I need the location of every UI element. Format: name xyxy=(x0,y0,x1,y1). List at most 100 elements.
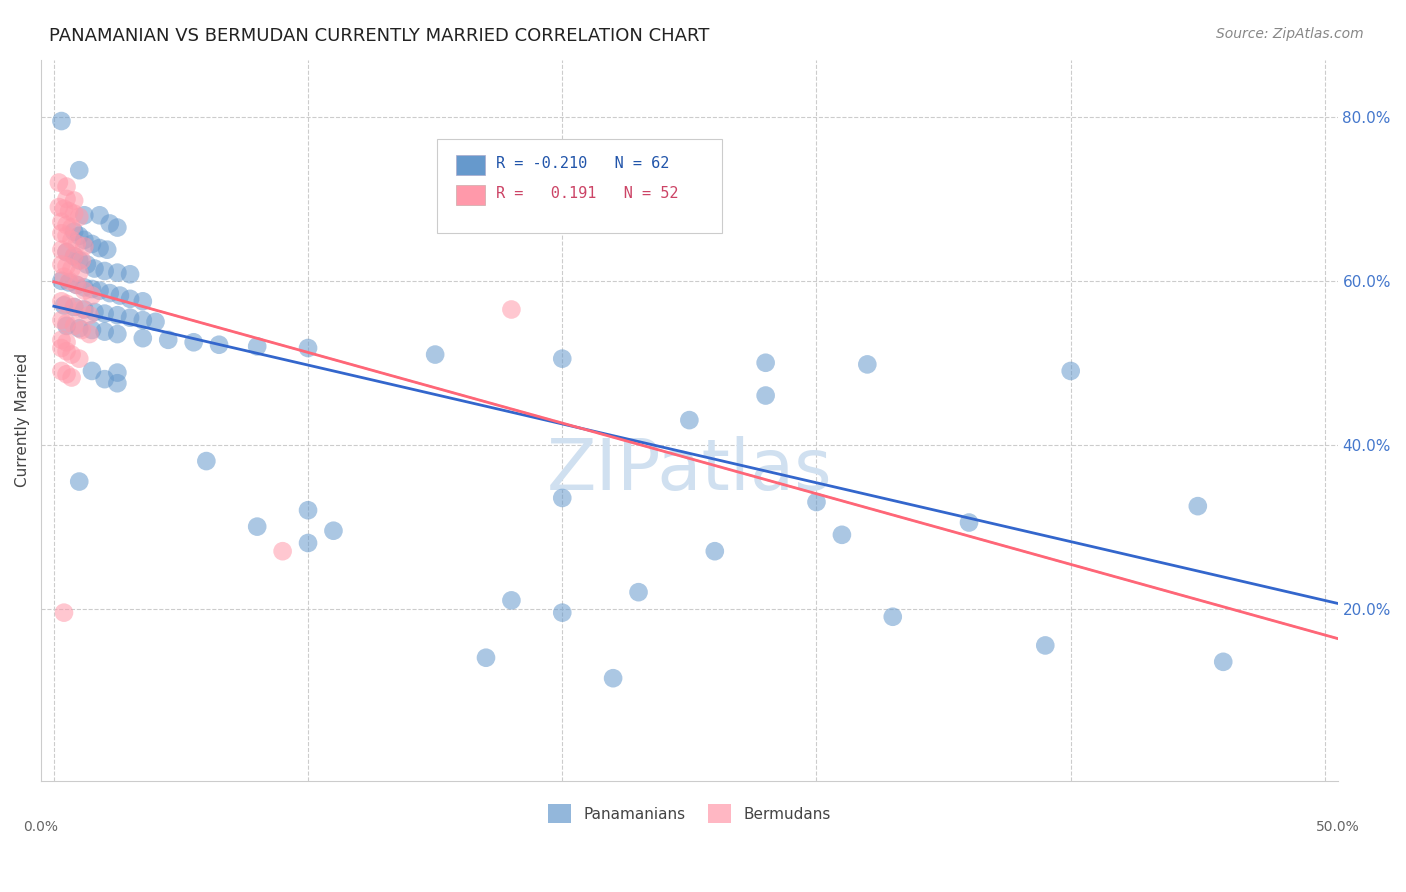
Point xyxy=(63,249,86,263)
Point xyxy=(67,163,90,178)
Point xyxy=(120,267,142,281)
Point xyxy=(806,495,828,509)
Text: 50.0%: 50.0% xyxy=(1316,821,1360,834)
Point xyxy=(51,215,73,229)
Point xyxy=(73,284,96,298)
Point xyxy=(132,294,155,309)
Point xyxy=(55,297,77,311)
Point xyxy=(1187,499,1209,513)
Point xyxy=(271,544,294,558)
Point xyxy=(183,335,205,350)
Point xyxy=(89,241,111,255)
Text: R = -0.210   N = 62: R = -0.210 N = 62 xyxy=(496,156,669,171)
Text: Source: ZipAtlas.com: Source: ZipAtlas.com xyxy=(1216,27,1364,41)
Point xyxy=(105,327,128,342)
Point xyxy=(105,366,128,380)
FancyBboxPatch shape xyxy=(456,185,485,205)
Point xyxy=(1212,655,1234,669)
Point xyxy=(70,323,93,337)
Point xyxy=(51,227,73,241)
Point xyxy=(105,220,128,235)
Point xyxy=(602,671,624,685)
Point xyxy=(755,388,778,402)
Point xyxy=(551,351,574,366)
Point xyxy=(73,239,96,253)
Point xyxy=(80,236,103,251)
Point xyxy=(55,245,77,260)
Point xyxy=(55,192,77,206)
Point xyxy=(67,351,90,366)
Point xyxy=(60,220,83,235)
Point xyxy=(67,266,90,280)
Point xyxy=(246,519,269,533)
Point xyxy=(67,210,90,224)
Point xyxy=(55,228,77,243)
Point xyxy=(58,274,80,288)
Point xyxy=(475,650,498,665)
Point xyxy=(208,337,231,351)
Text: ZIPatlas: ZIPatlas xyxy=(547,436,832,505)
Point xyxy=(48,176,70,190)
Point xyxy=(501,302,523,317)
Point xyxy=(80,364,103,378)
Point xyxy=(60,370,83,384)
Point xyxy=(551,491,574,505)
Point xyxy=(51,333,73,347)
Point xyxy=(55,335,77,350)
Point xyxy=(51,294,73,309)
Point xyxy=(120,310,142,325)
Point xyxy=(246,339,269,353)
Point xyxy=(73,233,96,247)
Point xyxy=(60,261,83,276)
Point xyxy=(1060,364,1083,378)
Point xyxy=(132,331,155,345)
Point xyxy=(882,609,904,624)
Point xyxy=(51,313,73,327)
Point xyxy=(51,364,73,378)
Point xyxy=(73,208,96,222)
Point xyxy=(51,114,73,128)
Point xyxy=(63,194,86,208)
Point xyxy=(55,368,77,382)
Point xyxy=(80,288,103,302)
Point xyxy=(67,253,90,268)
FancyBboxPatch shape xyxy=(456,155,485,175)
Point xyxy=(55,259,77,273)
Point xyxy=(79,327,101,342)
Point xyxy=(157,333,180,347)
Point xyxy=(53,606,76,620)
Point xyxy=(55,245,77,260)
Point xyxy=(423,347,446,361)
Point xyxy=(53,202,76,216)
Point xyxy=(63,249,86,263)
Point xyxy=(89,208,111,222)
Point xyxy=(63,300,86,314)
Point xyxy=(73,302,96,317)
Point xyxy=(755,356,778,370)
Point xyxy=(831,528,853,542)
Point xyxy=(55,317,77,331)
Point xyxy=(73,280,96,294)
Point xyxy=(83,261,105,276)
Point xyxy=(63,207,86,221)
Point xyxy=(53,298,76,312)
Text: PANAMANIAN VS BERMUDAN CURRENTLY MARRIED CORRELATION CHART: PANAMANIAN VS BERMUDAN CURRENTLY MARRIED… xyxy=(49,27,710,45)
Point xyxy=(66,236,89,251)
Point xyxy=(76,257,98,271)
Point xyxy=(93,372,115,386)
Point xyxy=(96,243,118,257)
Point xyxy=(627,585,650,599)
Point xyxy=(501,593,523,607)
Point xyxy=(66,277,89,292)
Point xyxy=(58,204,80,219)
Point xyxy=(703,544,725,558)
Point xyxy=(67,321,90,335)
Point xyxy=(67,475,90,489)
Point xyxy=(297,536,319,550)
Point xyxy=(132,313,155,327)
Point xyxy=(105,266,128,280)
Point xyxy=(105,376,128,391)
Point xyxy=(89,284,111,298)
Point xyxy=(856,358,879,372)
Point xyxy=(60,233,83,247)
